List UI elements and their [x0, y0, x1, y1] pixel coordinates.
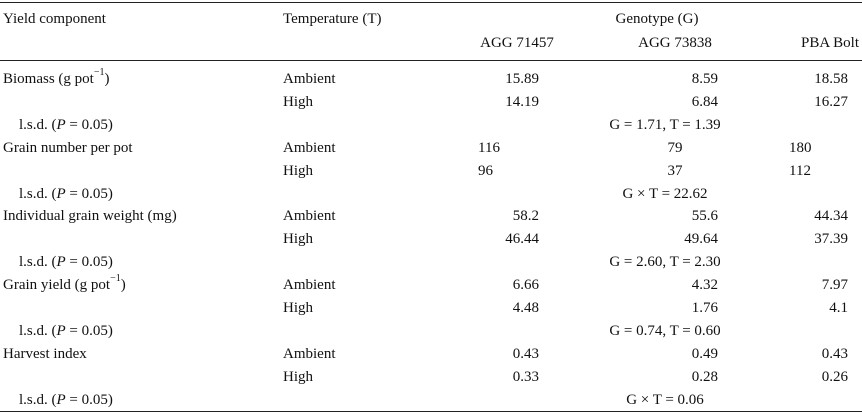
value-cell: 0.43: [821, 345, 848, 362]
top-rule: [0, 2, 862, 3]
bottom-rule: [0, 411, 862, 412]
temperature-high: High: [283, 368, 313, 385]
value-cell: 0.49: [691, 345, 718, 362]
value-cell: 8.59: [691, 71, 718, 87]
lsd-label: l.s.d. (P = 0.05): [19, 185, 113, 202]
value-cell: 6.66: [512, 277, 539, 294]
row-component-label: Grain yield (g pot−1): [3, 273, 126, 294]
header-genotype-3: PBA Bolt: [801, 35, 859, 51]
value-cell: 96: [478, 162, 493, 179]
header-temperature: Temperature (T): [283, 11, 382, 27]
value-cell: 44.34: [814, 208, 848, 225]
lsd-label: l.s.d. (P = 0.05): [19, 391, 113, 408]
value-cell: 1.76: [691, 300, 718, 316]
value-cell: 0.33: [512, 368, 539, 385]
lsd-value: G = 1.71, T = 1.39: [609, 116, 721, 133]
row-component-label: Individual grain weight (mg): [3, 208, 177, 225]
header-yield-component: Yield component: [3, 11, 106, 27]
value-cell: 112: [789, 162, 811, 179]
value-cell: 4.1: [829, 300, 848, 316]
temperature-high: High: [283, 231, 313, 248]
value-cell: 116: [478, 139, 500, 156]
value-cell: 6.84: [691, 93, 718, 110]
temperature-ambient: Ambient: [283, 208, 336, 225]
value-cell: 0.28: [691, 368, 718, 385]
temperature-ambient: Ambient: [283, 345, 336, 362]
temperature-high: High: [283, 93, 313, 110]
lsd-label: l.s.d. (P = 0.05): [19, 254, 113, 271]
value-cell: 79: [667, 139, 683, 156]
header-genotype-2: AGG 73838: [638, 35, 712, 51]
header-genotype: Genotype (G): [615, 11, 699, 27]
temperature-ambient: Ambient: [283, 71, 336, 87]
row-component-label: Biomass (g pot−1): [3, 67, 110, 88]
row-component-label: Grain number per pot: [3, 139, 133, 156]
value-cell: 46.44: [505, 231, 539, 248]
value-cell: 49.64: [684, 231, 718, 248]
value-cell: 4.32: [691, 277, 718, 294]
value-cell: 7.97: [821, 277, 848, 294]
lsd-value: G × T = 22.62: [622, 185, 708, 202]
value-cell: 16.27: [814, 93, 848, 110]
value-cell: 37.39: [814, 231, 848, 248]
value-cell: 0.43: [512, 345, 539, 362]
row-component-label: Harvest index: [3, 345, 87, 362]
lsd-value: G = 0.74, T = 0.60: [609, 322, 721, 339]
header-rule: [0, 60, 862, 61]
lsd-label: l.s.d. (P = 0.05): [19, 322, 113, 339]
temperature-high: High: [283, 300, 313, 316]
value-cell: 37: [667, 162, 683, 179]
temperature-ambient: Ambient: [283, 277, 336, 294]
value-cell: 0.26: [821, 368, 848, 385]
value-cell: 180: [789, 139, 812, 156]
value-cell: 14.19: [505, 93, 539, 110]
lsd-value: G = 2.60, T = 2.30: [609, 254, 721, 271]
value-cell: 58.2: [512, 208, 539, 225]
value-cell: 55.6: [691, 208, 718, 225]
header-genotype-1: AGG 71457: [480, 35, 554, 51]
lsd-label: l.s.d. (P = 0.05): [19, 116, 113, 133]
lsd-value: G × T = 0.06: [626, 391, 704, 408]
value-cell: 15.89: [505, 71, 539, 87]
temperature-ambient: Ambient: [283, 139, 336, 156]
temperature-high: High: [283, 162, 313, 179]
value-cell: 4.48: [512, 300, 539, 316]
value-cell: 18.58: [814, 71, 848, 87]
